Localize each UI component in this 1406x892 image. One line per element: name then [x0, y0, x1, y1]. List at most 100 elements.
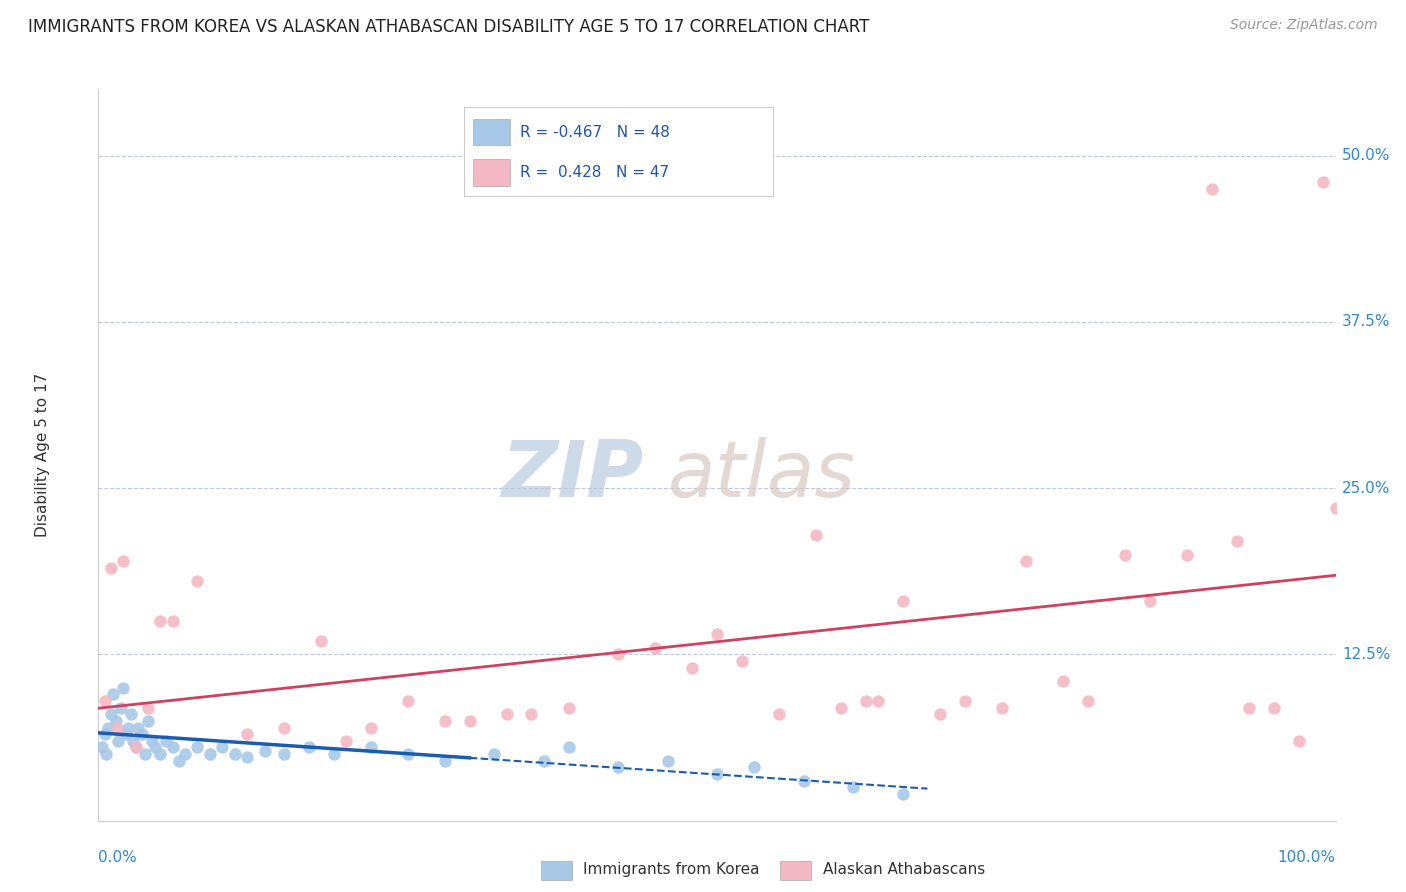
Point [1324, 501, 1347, 516]
Point [273, 747, 295, 761]
Point [100, 561, 122, 575]
Point [149, 614, 172, 628]
Point [644, 640, 666, 655]
Point [162, 614, 184, 628]
Point [706, 627, 728, 641]
Text: Source: ZipAtlas.com: Source: ZipAtlas.com [1230, 18, 1378, 32]
Point [433, 714, 456, 728]
Point [842, 780, 865, 795]
Point [91, 740, 114, 755]
Point [928, 707, 950, 722]
Point [112, 554, 135, 568]
Point [103, 687, 125, 701]
Point [990, 700, 1012, 714]
Point [155, 734, 177, 748]
Point [298, 740, 321, 755]
Text: Disability Age 5 to 17: Disability Age 5 to 17 [35, 373, 51, 537]
Point [162, 740, 184, 755]
Point [742, 760, 765, 774]
Point [360, 721, 382, 735]
Point [495, 707, 517, 722]
Point [131, 727, 153, 741]
Point [104, 714, 127, 728]
Point [117, 721, 139, 735]
Point [120, 707, 142, 722]
Point [533, 754, 555, 768]
Point [273, 721, 295, 735]
Point [322, 747, 344, 761]
Point [706, 767, 728, 781]
Point [309, 634, 332, 648]
Point [149, 747, 172, 761]
Point [143, 740, 166, 755]
Point [127, 721, 149, 735]
Point [254, 744, 277, 758]
Point [458, 714, 481, 728]
Text: atlas: atlas [668, 437, 855, 513]
Text: R =  0.428   N = 47: R = 0.428 N = 47 [520, 165, 669, 179]
Point [93, 694, 115, 708]
Point [122, 734, 145, 748]
Point [1175, 548, 1198, 562]
Point [141, 734, 163, 748]
Point [1288, 734, 1310, 748]
Point [107, 734, 129, 748]
Point [1312, 175, 1334, 189]
Point [866, 694, 889, 708]
Point [174, 747, 197, 761]
Text: ZIP: ZIP [501, 437, 643, 513]
Point [136, 700, 159, 714]
Point [793, 773, 815, 788]
Text: 0.0%: 0.0% [98, 850, 138, 865]
Point [335, 734, 357, 748]
Point [1139, 594, 1161, 608]
Point [433, 754, 456, 768]
Point [110, 700, 132, 714]
Point [681, 661, 703, 675]
Point [855, 694, 877, 708]
Point [224, 747, 246, 761]
Point [607, 760, 630, 774]
Point [211, 740, 233, 755]
Point [124, 740, 146, 755]
Point [186, 740, 208, 755]
Point [93, 727, 115, 741]
Point [136, 714, 159, 728]
Point [1077, 694, 1099, 708]
Point [557, 700, 579, 714]
Point [396, 694, 419, 708]
Point [731, 654, 754, 668]
Point [1263, 700, 1285, 714]
Point [236, 749, 259, 764]
Point [396, 747, 419, 761]
Point [114, 727, 136, 741]
Point [97, 721, 120, 735]
Point [105, 721, 128, 735]
Point [112, 681, 135, 695]
Point [768, 707, 790, 722]
Text: 50.0%: 50.0% [1341, 148, 1391, 163]
Text: 12.5%: 12.5% [1341, 647, 1391, 662]
Point [134, 747, 156, 761]
Point [953, 694, 976, 708]
Point [804, 527, 827, 541]
Text: Alaskan Athabascans: Alaskan Athabascans [823, 863, 984, 877]
Point [1201, 182, 1223, 196]
Text: 25.0%: 25.0% [1341, 481, 1391, 496]
Point [484, 747, 506, 761]
Point [1237, 700, 1260, 714]
Point [124, 740, 146, 755]
Point [557, 740, 579, 755]
Point [520, 707, 543, 722]
Point [891, 787, 914, 801]
Point [830, 700, 852, 714]
Text: 100.0%: 100.0% [1278, 850, 1336, 865]
Point [186, 574, 208, 589]
Point [1226, 534, 1249, 549]
Point [94, 747, 117, 761]
Point [891, 594, 914, 608]
Point [1015, 554, 1038, 568]
Point [236, 727, 259, 741]
Text: 37.5%: 37.5% [1341, 315, 1391, 329]
Text: IMMIGRANTS FROM KOREA VS ALASKAN ATHABASCAN DISABILITY AGE 5 TO 17 CORRELATION C: IMMIGRANTS FROM KOREA VS ALASKAN ATHABAS… [28, 18, 869, 36]
